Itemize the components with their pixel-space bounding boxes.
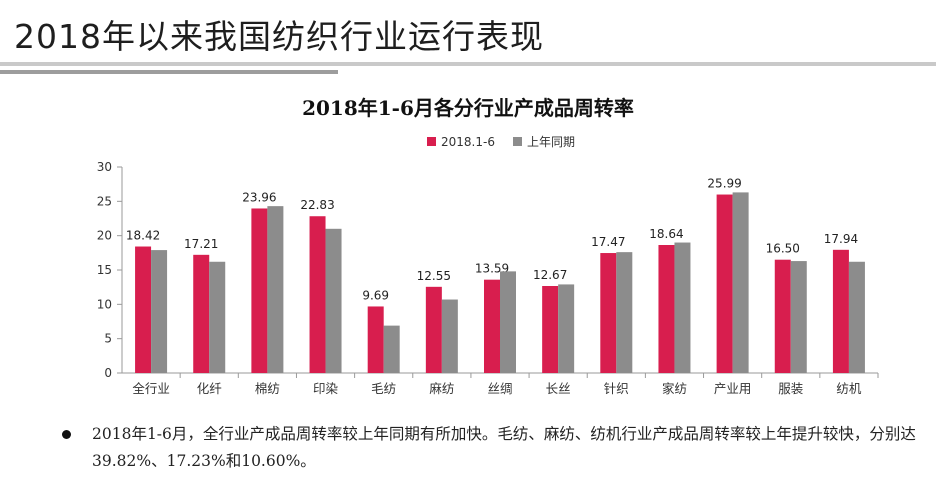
x-tick-label: 服装 — [778, 381, 803, 396]
x-tick-label: 丝绸 — [487, 381, 512, 396]
y-tick-label: 10 — [97, 297, 112, 311]
legend-label-previous: 上年同期 — [526, 135, 575, 149]
legend-item-current: 2018.1-6 — [427, 133, 495, 150]
bar-current — [716, 194, 733, 373]
bar-previous — [325, 228, 342, 373]
bar-current — [135, 246, 152, 373]
bullet-point — [62, 430, 71, 439]
bar-previous — [500, 271, 516, 373]
bar-current — [600, 253, 617, 373]
chart-title: 2018年1-6月各分行业产成品周转率 — [302, 96, 634, 120]
bar-previous — [209, 261, 226, 373]
bar-previous — [674, 242, 691, 373]
data-label: 17.21 — [184, 237, 218, 251]
x-tick-label: 棉纺 — [255, 381, 280, 396]
x-tick-label: 毛纺 — [371, 381, 396, 396]
legend-item-previous: 上年同期 — [512, 133, 575, 150]
x-tick-label: 印染 — [313, 381, 339, 396]
bar-current — [832, 249, 849, 373]
data-label: 12.55 — [417, 269, 451, 283]
chart-legend: 2018.1-6 上年同期 — [427, 133, 575, 150]
data-label: 17.47 — [591, 235, 625, 249]
bar-current — [774, 259, 791, 373]
x-tick-label: 麻纺 — [429, 381, 454, 396]
data-label: 18.42 — [126, 229, 160, 243]
legend-swatch-current — [427, 137, 436, 146]
bar-current — [542, 285, 559, 373]
bar-previous — [848, 261, 865, 373]
bar-previous — [383, 325, 400, 373]
bar-previous — [558, 284, 575, 373]
bar-previous — [732, 192, 749, 373]
bar-current — [658, 245, 675, 373]
data-label: 22.83 — [300, 198, 334, 212]
data-label: 9.69 — [362, 288, 389, 302]
x-tick-label: 纺机 — [836, 381, 862, 396]
x-tick-label: 针织 — [604, 381, 629, 396]
bar-chart: 0 5 10 15 20 25 30 18.42 全行业 17.21 化纤 23.96 棉纺 22.83 印… — [97, 160, 879, 396]
data-label: 17.94 — [824, 232, 858, 246]
y-tick-label: 25 — [97, 194, 112, 208]
bar-previous — [616, 252, 633, 373]
y-tick-label: 30 — [97, 160, 112, 174]
bar-current — [251, 208, 268, 373]
y-tick-label: 20 — [97, 229, 112, 243]
x-tick-label: 产业用 — [714, 381, 752, 396]
bar-previous — [151, 250, 168, 373]
y-tick-label: 5 — [104, 332, 112, 346]
bar-current — [367, 306, 384, 373]
data-label: 23.96 — [242, 190, 276, 204]
data-label: 12.67 — [533, 268, 567, 282]
summary-note: 2018年1-6月，全行业产成品周转率较上年同期有所加快。毛纺、麻纺、纺机行业产… — [92, 425, 916, 470]
legend-swatch-previous — [512, 137, 522, 146]
x-tick-label: 长丝 — [546, 381, 571, 396]
bar-current — [484, 279, 500, 373]
bar-current — [193, 254, 210, 373]
x-tick-label: 全行业 — [132, 381, 170, 396]
slide-title: 2018年以来我国纺织行业运行表现 — [14, 17, 544, 56]
bar-previous — [441, 299, 458, 373]
title-accent-bar — [0, 70, 338, 74]
bar-current — [309, 216, 326, 373]
bar-current — [425, 286, 442, 373]
data-label: 25.99 — [707, 177, 741, 191]
bar-previous — [790, 261, 807, 373]
x-tick-label: 家纺 — [662, 381, 687, 396]
y-tick-label: 0 — [104, 366, 112, 380]
data-label: 18.64 — [649, 227, 683, 241]
legend-label-current: 2018.1-6 — [441, 134, 495, 149]
y-tick-label: 15 — [97, 263, 112, 277]
x-tick-label: 化纤 — [197, 381, 223, 396]
title-divider — [0, 62, 936, 66]
bar-previous — [267, 206, 284, 373]
data-label: 16.50 — [766, 242, 800, 256]
